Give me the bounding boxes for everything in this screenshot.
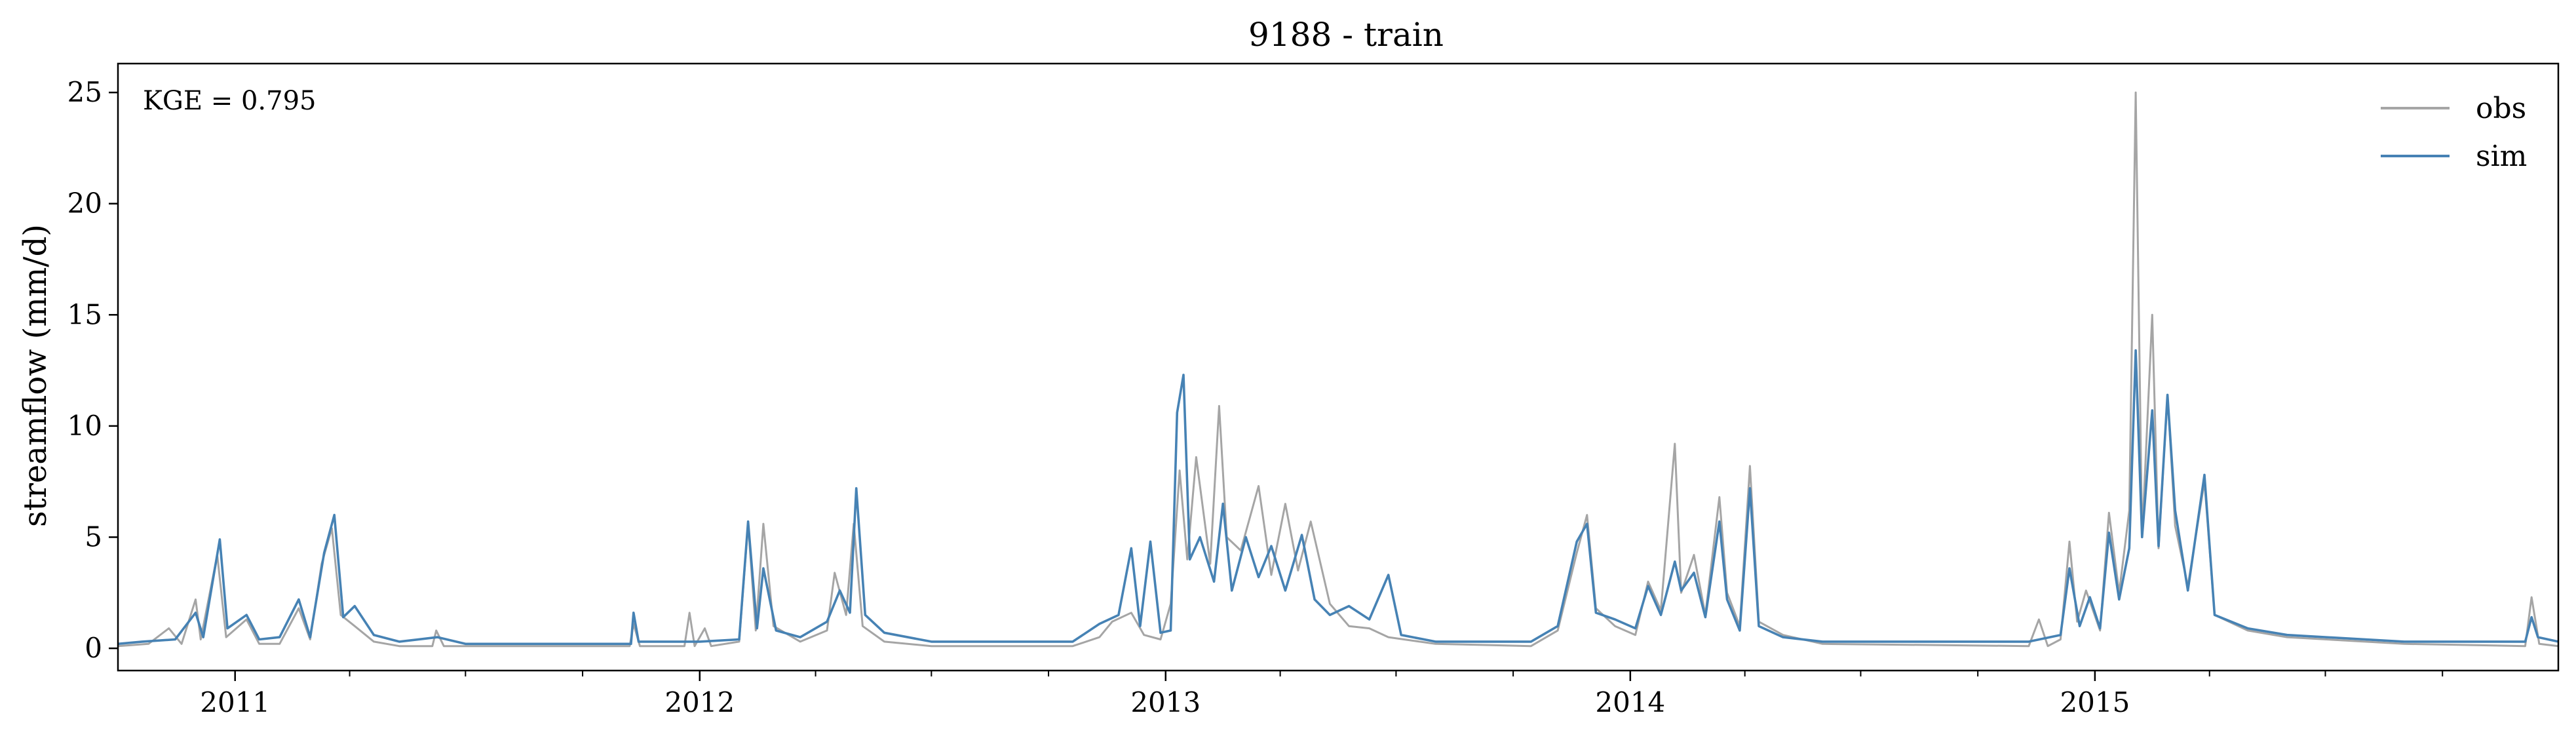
- plot-frame: [117, 62, 2560, 672]
- legend: obs sim: [2381, 92, 2527, 173]
- y-tick-label: 15: [67, 298, 102, 330]
- series-line-sim: [117, 349, 2559, 646]
- chart-title: 9188 - train: [1248, 16, 1444, 54]
- y-tick-label: 5: [85, 520, 102, 553]
- x-tick-label: 2012: [664, 686, 735, 718]
- y-tick-label: 25: [67, 76, 102, 108]
- x-tick-label: 2014: [1595, 686, 1665, 718]
- x-tick-label: 2011: [200, 686, 270, 718]
- kge-annotation: KGE = 0.795: [143, 86, 317, 116]
- y-axis-label: streamflow (mm/d): [17, 224, 54, 527]
- legend-sim-label: sim: [2476, 140, 2527, 173]
- y-tick-label: 10: [67, 410, 102, 442]
- x-tick-label: 2013: [1130, 686, 1201, 718]
- y-tick-label: 0: [85, 632, 102, 664]
- y-tick-label: 20: [67, 187, 102, 220]
- legend-obs-label: obs: [2476, 92, 2526, 125]
- series-line-obs: [117, 91, 2559, 648]
- x-tick-label: 2015: [2060, 686, 2130, 718]
